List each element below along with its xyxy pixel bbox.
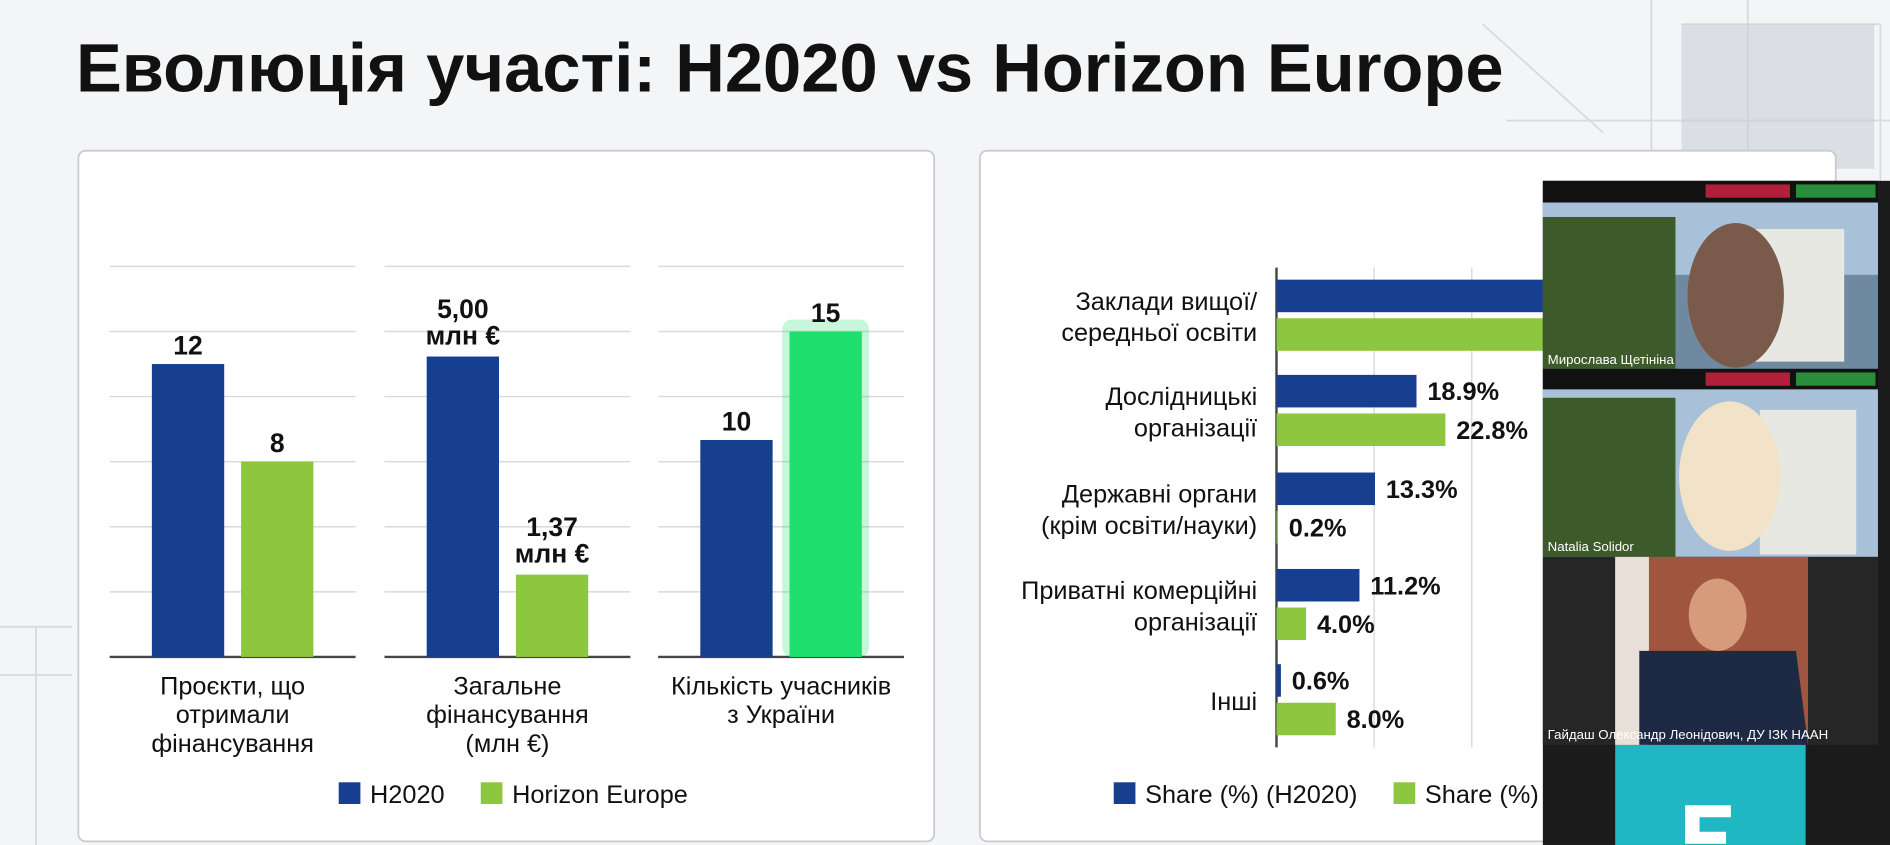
logo — [1705, 184, 1790, 198]
y-tick-label: Дослідницькі організації — [1105, 383, 1257, 442]
bar — [700, 439, 773, 657]
bar — [1276, 413, 1446, 447]
video-panel: Мирослава Щетініна Natalia Solidor Гайдаш … — [1542, 180, 1890, 845]
bar — [1276, 374, 1417, 408]
legend-swatch — [480, 782, 503, 804]
x-tick-label: Кількість учасників з України — [671, 672, 891, 729]
bar — [1276, 568, 1360, 602]
trees — [1542, 216, 1676, 369]
y-tick-label: Державні органи (крім освіти/науки) — [1041, 481, 1257, 540]
participant-name: Мирослава Щетініна — [1548, 352, 1675, 367]
bar — [1276, 511, 1278, 544]
bar — [1276, 472, 1376, 506]
person — [1639, 650, 1809, 745]
bar — [789, 331, 862, 657]
chart-panel — [77, 149, 936, 843]
value-label: 12 — [173, 330, 202, 360]
legend-label: H2020 — [370, 781, 445, 809]
x-tick-label: Загальне фінансування (млн €) — [426, 672, 589, 758]
x-tick-label: Проєкти, що отримали фінансування — [151, 672, 314, 758]
logo-letter — [1685, 805, 1731, 844]
value-label: 13.3% — [1386, 476, 1458, 504]
person — [1679, 401, 1781, 551]
value-label: 18.9% — [1427, 378, 1499, 406]
participant-name: Гайдаш Олександр Леонідович, ДУ ІЗК НААН — [1548, 727, 1829, 742]
logo — [1795, 372, 1876, 386]
slide-title: Еволюція участі: H2020 vs Horizon Europe — [76, 30, 1504, 107]
value-label: 5,00 млн € — [426, 294, 501, 351]
value-label: 10 — [722, 406, 751, 436]
participant-name: Natalia Solidor — [1548, 539, 1635, 554]
value-label: 0.6% — [1292, 667, 1350, 695]
value-label: 4.0% — [1317, 611, 1375, 639]
bar — [1276, 607, 1307, 641]
legend-label: Share (%) (H2020) — [1145, 781, 1357, 809]
bar — [515, 574, 589, 657]
bar — [1276, 702, 1336, 736]
logo — [1795, 184, 1876, 198]
logo — [1705, 372, 1790, 386]
bar — [426, 356, 500, 657]
value-label: 1,37 млн € — [515, 512, 590, 569]
y-tick-label: Інші — [1210, 688, 1257, 716]
value-label: 0.2% — [1289, 514, 1347, 542]
value-label: 8.0% — [1347, 706, 1405, 734]
bar — [241, 461, 314, 657]
person — [1687, 223, 1784, 368]
legend-label: Horizon Europe — [512, 781, 688, 809]
y-tick-label: Приватні комерційні організації — [1021, 577, 1257, 636]
charts: 12 8 Проєкти, що отримали фінансування 5,00 мл… — [109, 265, 1766, 809]
trees — [1542, 397, 1676, 557]
legend-swatch — [1113, 782, 1136, 804]
value-label: 8 — [270, 428, 285, 458]
y-tick-label: Заклади вищої/середньої освіти — [1061, 288, 1258, 347]
value-label: 15 — [811, 298, 840, 328]
person — [1688, 578, 1747, 651]
video-tile — [1615, 744, 1806, 845]
bar — [1276, 664, 1281, 697]
bar — [151, 364, 225, 657]
value-label: 11.2% — [1370, 572, 1440, 600]
legend-swatch — [338, 782, 361, 804]
legend-swatch — [1393, 782, 1416, 804]
value-label: 22.8% — [1456, 417, 1528, 445]
